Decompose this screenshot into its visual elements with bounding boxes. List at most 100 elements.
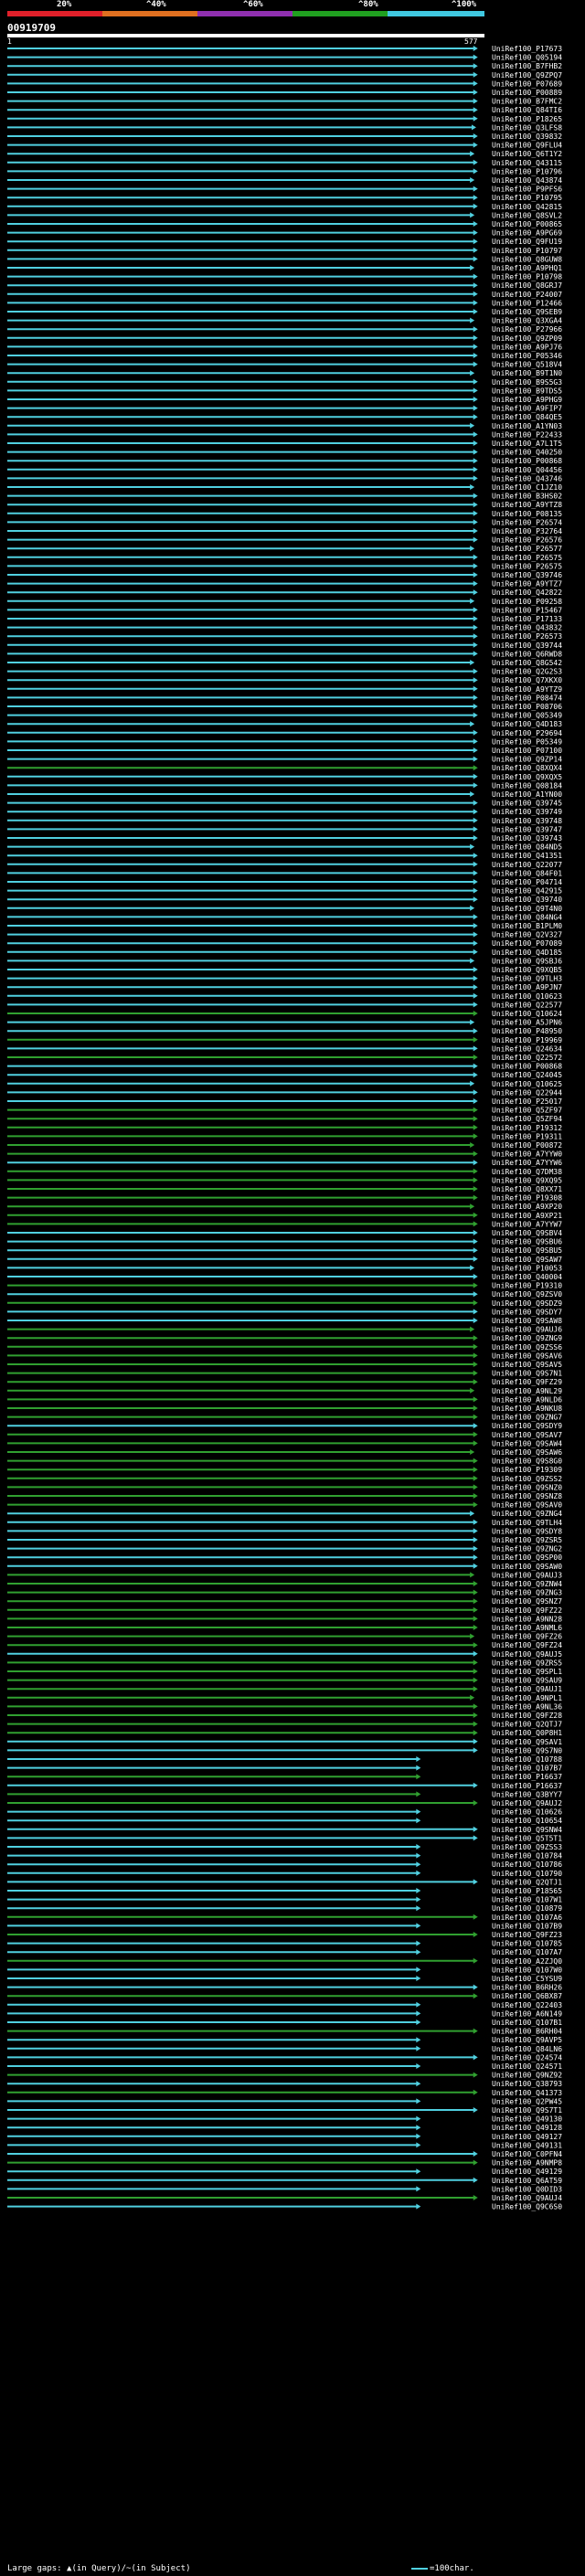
hit-label[interactable]: UniRef100_Q9ZSS2 [492,1475,562,1483]
hit-label[interactable]: UniRef100_Q107B7 [492,1765,562,1773]
hit-label[interactable]: UniRef100_Q10786 [492,1860,562,1869]
hit-label[interactable]: UniRef100_Q39748 [492,817,562,825]
hit-label[interactable]: UniRef100_Q9S8G0 [492,1458,562,1466]
hit-label[interactable]: UniRef100_A7YYW6 [492,1159,562,1167]
hit-label[interactable]: UniRef100_Q10624 [492,1010,562,1018]
hit-label[interactable]: UniRef100_P26575 [492,562,562,570]
hit-label[interactable]: UniRef100_Q39740 [492,896,562,904]
hit-label[interactable]: UniRef100_P26573 [492,632,562,641]
hit-label[interactable]: UniRef100_Q2G2S3 [492,668,562,676]
hit-label[interactable]: UniRef100_Q42822 [492,588,562,597]
hit-label[interactable]: UniRef100_P19312 [492,1124,562,1132]
hit-label[interactable]: UniRef100_Q04456 [492,466,562,474]
hit-label[interactable]: UniRef100_B9T1N0 [492,369,562,377]
hit-label[interactable]: UniRef100_Q9ZP14 [492,756,562,764]
hit-label[interactable]: UniRef100_Q22077 [492,861,562,869]
hit-label[interactable]: UniRef100_Q9ZNG9 [492,1334,562,1342]
hit-label[interactable]: UniRef100_Q39744 [492,641,562,650]
hit-label[interactable]: UniRef100_A9XP20 [492,1203,562,1211]
hit-label[interactable]: UniRef100_Q9AUJ4 [492,2194,562,2202]
hit-label[interactable]: UniRef100_Q10626 [492,1808,562,1817]
hit-label[interactable]: UniRef100_P07089 [492,939,562,948]
hit-label[interactable]: UniRef100_Q9SBU5 [492,1246,562,1255]
hit-label[interactable]: UniRef100_Q8GUW8 [492,255,562,263]
hit-label[interactable]: UniRef100_Q2QTJ1 [492,1878,562,1886]
hit-label[interactable]: UniRef100_Q9SDY7 [492,1308,562,1316]
hit-label[interactable]: UniRef100_Q22577 [492,1001,562,1009]
hit-label[interactable]: UniRef100_Q9FZ24 [492,1641,562,1649]
hit-label[interactable]: UniRef100_Q4D185 [492,949,562,957]
hit-label[interactable]: UniRef100_A5JPN6 [492,1019,562,1027]
hit-label[interactable]: UniRef100_Q107A6 [492,1913,562,1922]
hit-label[interactable]: UniRef100_Q107B9 [492,1922,562,1930]
hit-label[interactable]: UniRef100_Q9SAV5 [492,1361,562,1369]
hit-label[interactable]: UniRef100_P08706 [492,703,562,711]
hit-label[interactable]: UniRef100_Q10790 [492,1870,562,1878]
hit-label[interactable]: UniRef100_Q9FZ22 [492,1606,562,1615]
hit-label[interactable]: UniRef100_Q39746 [492,571,562,579]
hit-label[interactable]: UniRef100_Q24571 [492,2062,562,2071]
hit-label[interactable]: UniRef100_P07100 [492,747,562,755]
hit-label[interactable]: UniRef100_A9NMP8 [492,2159,562,2168]
hit-label[interactable]: UniRef100_Q9S7T1 [492,2106,562,2115]
hit-label[interactable]: UniRef100_Q7DM38 [492,1168,562,1176]
hit-label[interactable]: UniRef100_P22433 [492,430,562,439]
hit-label[interactable]: UniRef100_Q9AUJ1 [492,1685,562,1693]
hit-label[interactable]: UniRef100_Q9TLH3 [492,975,562,983]
hit-label[interactable]: UniRef100_P15467 [492,606,562,614]
hit-label[interactable]: UniRef100_Q9S7N1 [492,1370,562,1378]
hit-label[interactable]: UniRef100_P00865 [492,220,562,228]
hit-label[interactable]: UniRef100_Q8XQX4 [492,764,562,772]
hit-label[interactable]: UniRef100_P10795 [492,194,562,202]
hit-label[interactable]: UniRef100_Q9ZNG2 [492,1545,562,1553]
hit-label[interactable]: UniRef100_Q9ZNG4 [492,1510,562,1518]
hit-label[interactable]: UniRef100_Q9T4N0 [492,905,562,913]
hit-label[interactable]: UniRef100_A7YYW7 [492,1220,562,1228]
hit-label[interactable]: UniRef100_A9PG69 [492,229,562,238]
hit-label[interactable]: UniRef100_Q518V4 [492,361,562,369]
hit-label[interactable]: UniRef100_P16637 [492,1782,562,1790]
hit-label[interactable]: UniRef100_Q9ZP09 [492,334,562,343]
hit-label[interactable]: UniRef100_Q43832 [492,624,562,632]
hit-label[interactable]: UniRef100_P27966 [492,325,562,334]
hit-label[interactable]: UniRef100_P04714 [492,878,562,886]
hit-label[interactable]: UniRef100_Q9SNW4 [492,1826,562,1834]
hit-label[interactable]: UniRef100_Q84F01 [492,869,562,877]
hit-label[interactable]: UniRef100_P18265 [492,115,562,123]
hit-label[interactable]: UniRef100_Q2PW45 [492,2097,562,2105]
hit-label[interactable]: UniRef100_C0PFN4 [492,2150,562,2158]
hit-label[interactable]: UniRef100_P26574 [492,518,562,526]
hit-label[interactable]: UniRef100_Q3BYY7 [492,1790,562,1798]
hit-label[interactable]: UniRef100_Q84LN6 [492,2045,562,2053]
hit-label[interactable]: UniRef100_A9FIP7 [492,405,562,413]
hit-label[interactable]: UniRef100_A9NN28 [492,1615,562,1623]
hit-label[interactable]: UniRef100_Q38793 [492,2080,562,2088]
hit-label[interactable]: UniRef100_Q9SAV6 [492,1352,562,1360]
hit-label[interactable]: UniRef100_Q9ZNW4 [492,1580,562,1588]
hit-label[interactable]: UniRef100_B9S5G3 [492,378,562,387]
hit-label[interactable]: UniRef100_Q10879 [492,1904,562,1913]
hit-label[interactable]: UniRef100_Q9ZPQ7 [492,71,562,80]
hit-label[interactable]: UniRef100_C1JZ10 [492,483,562,492]
hit-label[interactable]: UniRef100_Q107W1 [492,1896,562,1904]
hit-label[interactable]: UniRef100_B6RH26 [492,1984,562,1992]
hit-label[interactable]: UniRef100_Q39749 [492,808,562,816]
hit-label[interactable]: UniRef100_Q39745 [492,800,562,808]
hit-label[interactable]: UniRef100_Q10654 [492,1817,562,1825]
hit-label[interactable]: UniRef100_Q9XQ95 [492,1176,562,1184]
hit-label[interactable]: UniRef100_Q8XX71 [492,1185,562,1193]
hit-label[interactable]: UniRef100_Q49128 [492,2124,562,2132]
hit-label[interactable]: UniRef100_B7FMC2 [492,98,562,106]
hit-label[interactable]: UniRef100_A1YN00 [492,790,562,799]
hit-label[interactable]: UniRef100_Q5T5T1 [492,1834,562,1842]
hit-label[interactable]: UniRef100_P00868 [492,457,562,465]
hit-label[interactable]: UniRef100_Q0P8H1 [492,1729,562,1737]
hit-label[interactable]: UniRef100_Q9ZNG3 [492,1589,562,1597]
hit-label[interactable]: UniRef100_A9NML6 [492,1624,562,1632]
hit-label[interactable]: UniRef100_Q22572 [492,1054,562,1062]
hit-label[interactable]: UniRef100_Q6T1Y2 [492,150,562,158]
hit-label[interactable]: UniRef100_Q9SEB9 [492,308,562,316]
hit-label[interactable]: UniRef100_Q9SBU6 [492,1238,562,1246]
hit-label[interactable]: UniRef100_Q40004 [492,1273,562,1281]
hit-label[interactable]: UniRef100_A9PHQ1 [492,264,562,272]
